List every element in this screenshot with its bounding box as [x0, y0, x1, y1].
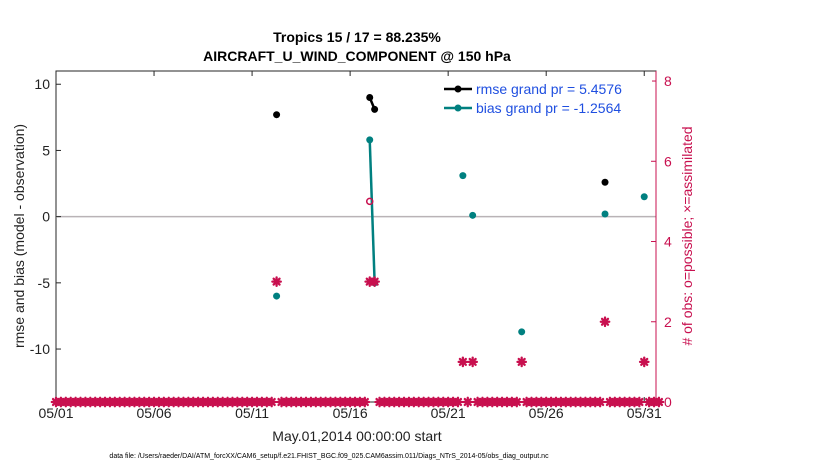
data-point [601, 178, 609, 186]
chart-title: Tropics 15 / 17 = 88.235% [273, 29, 441, 45]
y-axis-label: rmse and bias (model - observation) [11, 124, 27, 348]
data-point [366, 93, 374, 101]
assimilated-obs-stroke [267, 397, 276, 407]
x-axis-label: May.01,2014 00:00:00 start [272, 428, 442, 444]
x-tick-label: 05/11 [235, 405, 269, 421]
y-tick-label: -5 [38, 275, 51, 291]
data-point [273, 292, 281, 300]
data-point [469, 211, 477, 219]
assimilated-obs-marker [266, 396, 278, 408]
y2-axis-label: # of obs: o=possible; ×=assimilated [679, 126, 695, 345]
assimilated-obs-marker [511, 396, 523, 408]
legend-rmse-marker [454, 85, 462, 93]
assimilated-obs-marker [457, 356, 469, 368]
data-point [601, 210, 609, 218]
assimilated-obs-marker [369, 276, 380, 287]
data-point [273, 111, 281, 119]
assimilated-obs-marker [599, 316, 611, 328]
assimilated-obs-marker [462, 396, 474, 408]
assimilated-obs-stroke [595, 397, 605, 407]
legend-bias-label: bias grand pr = -1.2564 [476, 100, 621, 116]
y2-tick-label: 0 [664, 394, 672, 410]
assimilated-obs-stroke [453, 397, 463, 407]
y2-tick-label: 4 [664, 234, 672, 250]
assimilated-obs-marker [467, 356, 479, 368]
data-point [366, 136, 374, 144]
y2-tick-label: 6 [664, 153, 672, 169]
x-tick-label: 05/06 [137, 405, 172, 421]
assimilated-obs-stroke [654, 397, 664, 407]
y-tick-label: -10 [30, 341, 50, 357]
assimilated-obs-stroke [468, 357, 477, 366]
assimilated-obs-stroke [512, 397, 521, 407]
possible-obs-marker [365, 197, 374, 206]
x-tick-label: 05/16 [333, 405, 368, 421]
x-tick-label: 05/26 [529, 405, 564, 421]
assimilated-obs-marker [271, 276, 282, 287]
legend-rmse-label: rmse grand pr = 5.4576 [476, 81, 622, 97]
y2-tick-label: 8 [664, 73, 672, 89]
assimilated-obs-stroke [600, 317, 610, 326]
chart-subtitle: AIRCRAFT_U_WIND_COMPONENT @ 150 hPa [203, 48, 511, 64]
y-tick-label: 0 [42, 209, 50, 225]
assimilated-obs-marker [633, 396, 645, 408]
x-tick-label: 05/31 [627, 405, 662, 421]
x-tick-label: 05/21 [431, 405, 466, 421]
assimilated-obs-stroke [360, 397, 369, 407]
assimilated-obs-marker [638, 356, 650, 368]
plot-area [55, 70, 657, 403]
data-file-footnote: data file: /Users/raeder/DAI/ATM_forcXX/… [109, 453, 549, 460]
data-point [459, 172, 467, 180]
assimilated-obs-marker [653, 396, 665, 408]
assimilated-obs-stroke [370, 277, 379, 286]
y-tick-label: 10 [34, 76, 50, 92]
assimilated-obs-stroke [458, 357, 467, 366]
series-line [368, 139, 376, 283]
data-point [371, 105, 379, 113]
y2-tick-label: 2 [664, 314, 672, 330]
assimilated-obs-marker [516, 356, 528, 368]
legend-box [440, 76, 652, 120]
y-tick-label: 5 [42, 142, 50, 158]
assimilated-obs-marker [359, 396, 371, 408]
legend: rmse grand pr = 5.4576 bias grand pr = -… [440, 76, 652, 120]
data-point [640, 193, 648, 201]
assimilated-obs-stroke [272, 277, 281, 286]
assimilated-obs-stroke [635, 397, 644, 407]
assimilated-obs-marker [452, 396, 464, 408]
x-tick-label: 05/01 [38, 405, 73, 421]
assimilated-obs-stroke [463, 397, 472, 407]
assimilated-obs-stroke [517, 357, 526, 366]
assimilated-obs-marker [594, 396, 606, 408]
assimilated-obs-stroke [640, 357, 649, 366]
data-point [518, 328, 526, 336]
legend-bias-marker [454, 104, 462, 112]
